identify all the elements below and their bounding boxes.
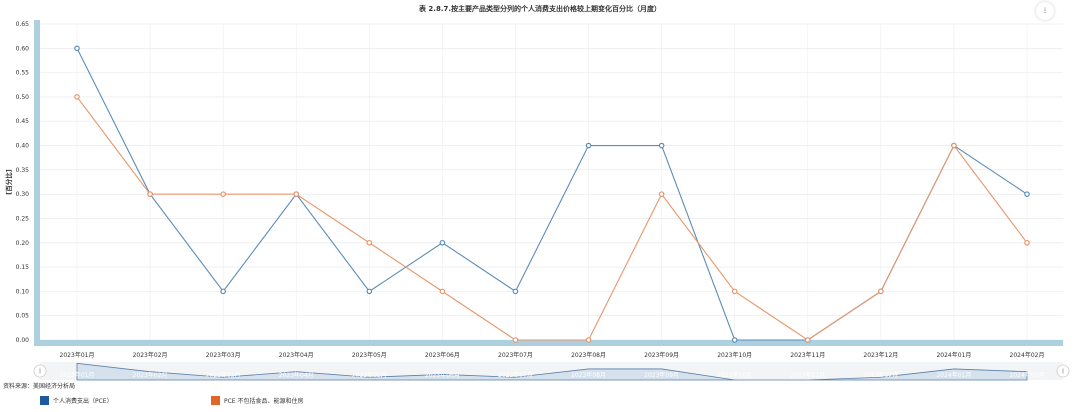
- navigator-tick-label: 2023年07月: [498, 371, 533, 379]
- data-point-1[interactable]: [804, 337, 811, 343]
- y-tick-label: 0.50: [16, 94, 30, 101]
- x-tick-label: 2023年03月: [206, 351, 241, 359]
- navigator-tick-label: 2023年02月: [133, 371, 168, 379]
- data-point-1[interactable]: [878, 288, 884, 295]
- y-tick-label: 0.10: [16, 288, 30, 295]
- y-tick-label: 0.00: [16, 337, 30, 344]
- range-navigator[interactable]: 2023年01月 2023年02月 2023年03月 2023年04月 2023年05月…: [33, 362, 1070, 381]
- navigator-tick-label: 2023年05月: [352, 371, 387, 379]
- legend-item-core-pce[interactable]: PCE 不包括食品、能源和住房: [211, 396, 304, 405]
- grid-lines: [40, 23, 1063, 341]
- data-point-0[interactable]: [731, 337, 738, 343]
- axes: [34, 20, 1063, 346]
- y-tick-label: 0.05: [16, 313, 30, 320]
- x-tick-label: 2024年02月: [1010, 351, 1045, 359]
- data-point-1[interactable]: [366, 239, 373, 246]
- data-point-1[interactable]: [731, 288, 738, 295]
- navigator-tick-label: 2023年12月: [863, 371, 898, 379]
- data-point-1[interactable]: [293, 191, 300, 197]
- legend-swatch-pce: [40, 396, 49, 405]
- x-tick-label: 2023年01月: [60, 351, 95, 359]
- y-tick-labels: 0.00 0.05 0.10 0.15 0.20 0.25 0.30 0.35 0.40 0.45…: [16, 21, 30, 344]
- x-tick-label: 2023年02月: [133, 351, 168, 359]
- navigator-tick-label: 2023年03月: [206, 371, 241, 379]
- x-tick-label: 2023年11月: [790, 351, 825, 359]
- y-tick-label: 0.20: [16, 240, 30, 247]
- data-point-0[interactable]: [220, 288, 226, 295]
- legend-label-pce: 个人消费支出（PCE）: [53, 398, 113, 405]
- x-tick-label: 2024年01月: [936, 351, 971, 359]
- data-point-1[interactable]: [951, 142, 957, 149]
- data-point-1[interactable]: [1024, 239, 1030, 246]
- data-point-0[interactable]: [512, 288, 519, 295]
- y-tick-label: 0.40: [16, 143, 30, 150]
- data-point-1[interactable]: [74, 94, 80, 100]
- series-line-1: [76, 96, 1028, 341]
- x-tick-labels: 2023年01月 2023年02月 2023年03月 2023年04月 2023年05月…: [60, 351, 1045, 359]
- data-point-0[interactable]: [366, 288, 373, 295]
- data-point-1[interactable]: [439, 288, 446, 295]
- download-button[interactable]: ⭳: [1036, 2, 1054, 20]
- navigator-tick-label: 2023年08月: [571, 371, 606, 379]
- chart-title: 表 2.8.7.按主要产品类型分列的个人消费支出价格较上期变化百分比（月度）: [418, 4, 661, 13]
- navigator-tick-label: 2024年02月: [1010, 371, 1045, 379]
- data-point-1[interactable]: [658, 191, 665, 197]
- data-point-0[interactable]: [658, 142, 665, 149]
- data-point-0[interactable]: [439, 239, 446, 246]
- y-tick-label: 0.35: [16, 167, 30, 174]
- series-lines: [76, 48, 1028, 341]
- navigator-handle-right[interactable]: [1056, 364, 1070, 378]
- data-point-1[interactable]: [147, 191, 153, 197]
- y-axis-label: [百分比]: [4, 169, 13, 194]
- y-tick-label: 0.25: [16, 215, 30, 222]
- navigator-tick-label: 2023年06月: [425, 371, 460, 379]
- navigator-handle-left[interactable]: [33, 364, 47, 378]
- data-point-1[interactable]: [585, 337, 592, 343]
- navigator-tick-label: 2023年09月: [644, 371, 679, 379]
- x-tick-label: 2023年07月: [498, 351, 533, 359]
- data-point-1[interactable]: [512, 337, 519, 343]
- data-point-0[interactable]: [74, 45, 80, 52]
- legend-swatch-core-pce: [211, 396, 220, 405]
- navigator-tick-label: 2024年01月: [936, 371, 971, 379]
- navigator-tick-label: 2023年11月: [790, 371, 825, 379]
- y-tick-label: 0.15: [16, 264, 30, 271]
- y-axis-bar: [34, 20, 40, 344]
- x-tick-label: 2023年10月: [717, 351, 752, 359]
- x-tick-label: 2023年05月: [352, 351, 387, 359]
- source-note: 资料来源：美国经济分析局: [3, 383, 76, 390]
- legend-label-core-pce: PCE 不包括食品、能源和住房: [224, 398, 304, 405]
- x-tick-label: 2023年09月: [644, 351, 679, 359]
- y-tick-label: 0.30: [16, 191, 30, 198]
- x-tick-label: 2023年04月: [279, 351, 314, 359]
- download-icon: ⭳: [1043, 6, 1047, 16]
- y-tick-label: 0.65: [16, 21, 30, 28]
- data-point-0[interactable]: [585, 142, 592, 149]
- x-axis-bar: [34, 340, 1063, 346]
- legend-item-pce[interactable]: 个人消费支出（PCE）: [40, 396, 113, 405]
- y-tick-label: 0.45: [16, 118, 30, 125]
- navigator-tick-label: 2023年10月: [717, 371, 752, 379]
- series-points: [74, 45, 1030, 343]
- y-tick-label: 0.55: [16, 70, 30, 77]
- x-tick-label: 2023年06月: [425, 351, 460, 359]
- data-point-0[interactable]: [1024, 191, 1030, 197]
- y-tick-label: 0.60: [16, 45, 30, 52]
- navigator-tick-label: 2023年04月: [279, 371, 314, 379]
- x-tick-label: 2023年12月: [863, 351, 898, 359]
- x-tick-label: 2023年08月: [571, 351, 606, 359]
- navigator-tick-label: 2023年01月: [60, 371, 95, 379]
- data-point-1[interactable]: [220, 191, 226, 197]
- navigator-area: [76, 362, 1028, 381]
